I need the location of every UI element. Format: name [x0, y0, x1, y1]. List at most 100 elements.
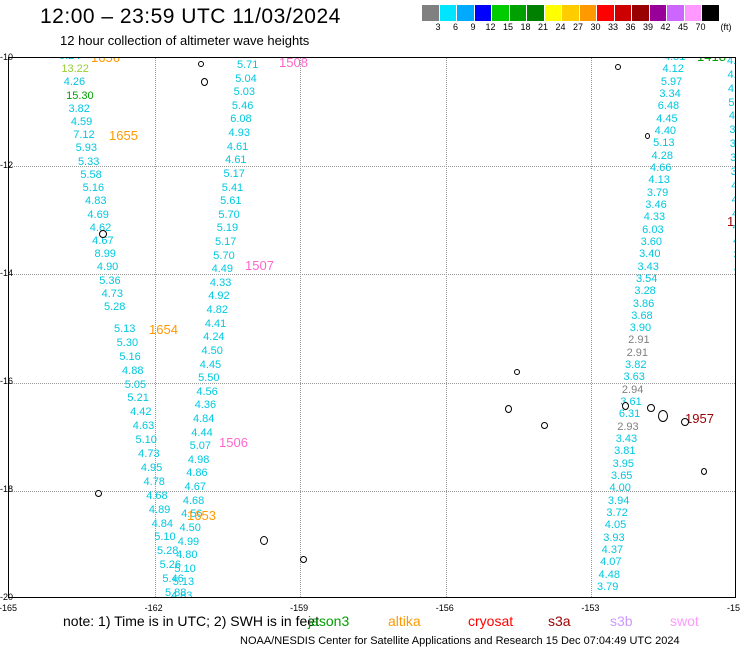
colorbar-label: 3: [435, 22, 441, 32]
wave-height-value: 4.69: [87, 208, 109, 221]
wave-height-value: 6.48: [657, 100, 680, 113]
wave-height-value: 4.01: [727, 82, 735, 95]
wave-height-value: 3.46: [645, 198, 667, 211]
island-outline: [201, 78, 208, 86]
wave-height-value: 6.24: [59, 58, 80, 62]
wave-height-value: 4.99: [177, 535, 200, 548]
wave-height-value: 3.82: [625, 359, 647, 372]
wave-height-value: 4.68: [182, 494, 205, 507]
wave-height-value: 4.93: [732, 208, 735, 220]
lat-tick: -18: [0, 484, 14, 494]
wave-height-value: 4.78: [143, 475, 165, 488]
wave-height-value: 5.46: [231, 99, 254, 112]
map-panel[interactable]: 6.2413.224.2615.303.824.597.125.935.335.…: [8, 57, 736, 598]
wave-height-value: 4.48: [598, 568, 620, 581]
colorbar-swatch: [491, 5, 509, 21]
lon-tick: -165: [0, 603, 17, 613]
wave-height-value: 4.82: [206, 304, 228, 317]
wave-height-value: 4.67: [92, 234, 114, 247]
wave-height-value: 4.24: [203, 331, 225, 344]
grid-line-lat: [9, 274, 735, 276]
lon-tick: -159: [290, 603, 309, 613]
wave-height-value: 3.93: [603, 531, 625, 544]
wave-height-value: 3.60: [730, 152, 736, 165]
wave-height-value: 4.13: [648, 174, 670, 187]
wave-height-value: 3.60: [640, 235, 663, 248]
wave-height-value: 3.68: [631, 309, 653, 322]
colorbar-swatch: [683, 5, 701, 21]
wave-height-value: 5.70: [218, 208, 240, 221]
wave-height-value: 5.03: [728, 96, 735, 109]
colorbar-label: 6: [452, 22, 458, 32]
wave-height-value: 5.21: [127, 392, 149, 405]
wave-height-value: 4.40: [654, 124, 677, 137]
colorbar-swatch: [666, 5, 684, 21]
colorbar-swatch: [561, 5, 579, 21]
wave-height-value: 4.36: [194, 399, 217, 412]
colorbar-label: 42: [660, 22, 671, 32]
colorbar-label: 24: [555, 22, 566, 32]
wave-height-value: 4.41: [204, 317, 227, 330]
wave-height-value: 5.61: [220, 195, 242, 208]
wave-height-value: 5.28: [104, 301, 126, 313]
wave-height-value: 4.42: [130, 406, 152, 419]
wave-height-value: 3.96: [729, 124, 736, 137]
wave-height-value: 5.28: [156, 545, 179, 558]
wave-height-value: 5.05: [124, 378, 147, 391]
lon-tick: -150: [726, 603, 740, 613]
wave-height-value: 4: [734, 264, 735, 275]
wave-height-value: 15.30: [66, 89, 94, 102]
wave-height-value: 5.70: [213, 249, 235, 262]
colorbar-swatch: [473, 5, 491, 21]
wave-height-value: 4.50: [201, 344, 223, 357]
island-outline: [300, 556, 307, 563]
island-outline: [541, 422, 548, 429]
wave-height-value: 5.10: [174, 562, 196, 575]
colorbar-swatch: [631, 5, 649, 21]
wave-height-value: 4.46: [731, 180, 735, 192]
wave-height-value: 4.33: [643, 211, 666, 224]
island-outline: [260, 536, 268, 545]
wave-height-value: 4.93: [732, 194, 735, 206]
pass-time-label: 1656: [91, 57, 120, 65]
wave-height-value: 4.05: [604, 519, 627, 532]
wave-height-value: 5.16: [82, 182, 105, 195]
wave-height-value: 4.26: [63, 76, 86, 89]
colorbar-swatch: [438, 5, 456, 21]
colorbar-unit: (ft): [720, 22, 732, 32]
wave-height-value: 4.90: [96, 261, 119, 274]
wave-height-value: 4.61: [226, 140, 249, 153]
map-title: 12:00 – 23:59 UTC 11/03/2024: [40, 5, 341, 28]
colorbar-label: 27: [572, 22, 583, 32]
wave-height-value: 5.33: [77, 155, 100, 168]
legend-altika: altika: [388, 613, 421, 629]
colorbar-swatch: [613, 5, 631, 21]
wave-height-value: 4.84: [151, 517, 173, 530]
colorbar-swatch: [508, 5, 526, 21]
grid-line-lat: [9, 166, 735, 168]
colorbar-label: 45: [677, 22, 688, 32]
wave-height-value: 8.99: [94, 248, 116, 261]
colorbar-swatch: [701, 5, 719, 21]
wave-height-value: 4.28: [651, 149, 673, 162]
wave-height-value: 4.10: [728, 110, 735, 123]
wave-height-value: 3.61: [620, 396, 642, 409]
map-subtitle: 12 hour collection of altimeter wave hei…: [60, 33, 310, 48]
wave-height-value: 4.95: [140, 461, 163, 474]
island-outline: [95, 490, 102, 497]
pass-time-label: 1653: [187, 508, 216, 523]
wave-height-value: 3.43: [637, 260, 659, 273]
wave-height-value: 3.90: [629, 322, 652, 335]
wave-height-value: 3.9: [734, 250, 735, 261]
island-outline: [505, 405, 512, 413]
wave-height-value: 4.98: [187, 453, 210, 466]
wave-height-value: 4.1: [733, 236, 735, 247]
colorbar-swatch: [543, 5, 561, 21]
wave-height-value: 3.79: [597, 581, 619, 593]
wave-height-value: 5.41: [221, 181, 244, 194]
lat-tick: -14: [0, 268, 14, 278]
wave-height-value: 4.3: [733, 222, 735, 233]
wave-height-value: 4.73: [138, 448, 160, 461]
wave-height-value: 5.71: [237, 59, 259, 71]
wave-height-value: 4.37: [601, 544, 624, 557]
